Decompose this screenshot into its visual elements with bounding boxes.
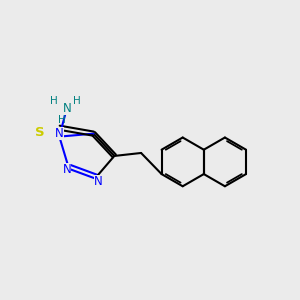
- Text: H: H: [50, 96, 57, 106]
- Text: H: H: [58, 115, 66, 125]
- Text: H: H: [73, 96, 81, 106]
- Text: N: N: [62, 102, 71, 115]
- Text: S: S: [35, 126, 45, 139]
- Text: N: N: [55, 127, 64, 140]
- Text: N: N: [62, 163, 71, 176]
- Text: N: N: [94, 175, 102, 188]
